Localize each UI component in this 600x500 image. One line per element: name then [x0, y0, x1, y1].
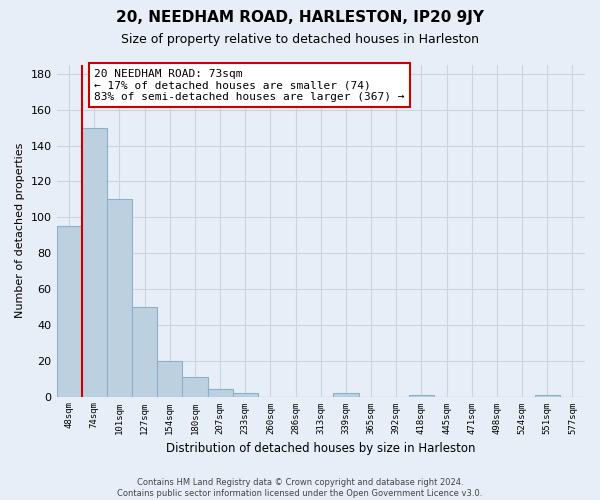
Bar — [208, 390, 233, 396]
Bar — [132, 307, 157, 396]
Bar — [334, 393, 359, 396]
Bar — [182, 377, 208, 396]
Bar — [535, 395, 560, 396]
Bar — [233, 393, 258, 396]
Bar — [107, 200, 132, 396]
Text: 20 NEEDHAM ROAD: 73sqm
← 17% of detached houses are smaller (74)
83% of semi-det: 20 NEEDHAM ROAD: 73sqm ← 17% of detached… — [94, 68, 405, 102]
Y-axis label: Number of detached properties: Number of detached properties — [15, 143, 25, 318]
Text: Size of property relative to detached houses in Harleston: Size of property relative to detached ho… — [121, 32, 479, 46]
Text: Contains HM Land Registry data © Crown copyright and database right 2024.
Contai: Contains HM Land Registry data © Crown c… — [118, 478, 482, 498]
Bar — [56, 226, 82, 396]
Bar — [82, 128, 107, 396]
Bar — [157, 360, 182, 396]
Text: 20, NEEDHAM ROAD, HARLESTON, IP20 9JY: 20, NEEDHAM ROAD, HARLESTON, IP20 9JY — [116, 10, 484, 25]
X-axis label: Distribution of detached houses by size in Harleston: Distribution of detached houses by size … — [166, 442, 476, 455]
Bar — [409, 395, 434, 396]
